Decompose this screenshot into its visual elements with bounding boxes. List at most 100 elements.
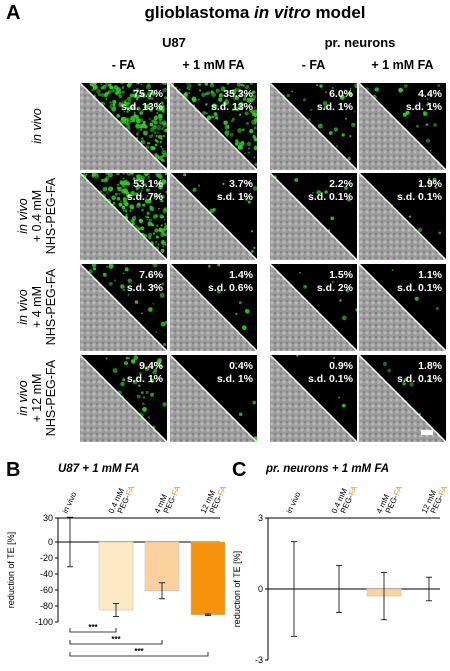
te-percent: 3.7% (229, 178, 253, 190)
y-tick-label: -20 (40, 553, 53, 563)
transfection-efficiency-label: 3.7% s.d. 1% (217, 178, 253, 204)
micrograph-tile: 35.3% s.d. 13% (170, 83, 257, 170)
te-sd: s.d. 7% (126, 191, 163, 203)
te-sd: s.d. 0.1% (397, 373, 442, 385)
bar (190, 541, 226, 616)
transfection-efficiency-label: 4.4% s.d. 1% (406, 88, 442, 114)
row-label-line: + 12 mM (30, 373, 44, 423)
transfection-efficiency-label: 7.6% s.d. 3% (127, 269, 163, 295)
te-percent: 0.9% (329, 360, 353, 372)
te-sd: s.d. 1% (216, 373, 253, 385)
scale-bar (421, 430, 433, 435)
y-tick-label: -40 (40, 569, 53, 579)
chart-b-title: U87 + 1 mM FA (58, 463, 140, 475)
transfection-efficiency-label: 9.4% s.d. 1% (127, 360, 163, 386)
te-sd: s.d. 13% (210, 101, 253, 113)
te-percent: 53.1% (133, 178, 163, 190)
y-tick-label: -80 (40, 601, 53, 611)
micrograph-tile: 75.7% s.d. 13% (80, 83, 167, 170)
te-percent: 1.8% (418, 360, 442, 372)
te-sd: s.d. 3% (126, 282, 163, 294)
transfection-efficiency-label: 2.2% s.d. 0.1% (308, 178, 353, 204)
transfection-efficiency-label: 1.8% s.d. 0.1% (397, 360, 442, 386)
te-percent: 35.3% (223, 88, 253, 100)
y-tick-label: 0 (48, 537, 53, 547)
panel-c-letter: C (232, 459, 247, 481)
micrograph-tile: 1.5% s.d. 2% (270, 264, 357, 351)
micrograph-tile: 0.4% s.d. 1% (170, 355, 257, 442)
transfection-efficiency-label: 1.9% s.d. 0.1% (397, 178, 442, 204)
panel-b-letter: B (6, 459, 21, 481)
micrograph-tile: 53.1% s.d. 7% (80, 173, 167, 260)
te-percent: 9.4% (139, 360, 163, 372)
column-header: - FA (301, 58, 326, 72)
te-sd: s.d. 0.1% (397, 191, 442, 203)
y-tick-label: -60 (40, 585, 53, 595)
category-label-fa: FA (437, 484, 450, 497)
group-label-u87: U87 (162, 35, 186, 50)
te-percent: 1.4% (229, 269, 253, 281)
te-sd: s.d. 0.6% (208, 282, 253, 294)
y-tick-label: -100 (35, 617, 53, 627)
significance-bracket (69, 652, 209, 657)
y-axis-label: reduction of TE [%] (232, 551, 242, 627)
y-tick-label: 3 (258, 513, 263, 523)
micrograph-tile: 6.0% s.d. 1% (270, 83, 357, 170)
te-sd: s.d. 0.1% (397, 282, 442, 294)
row-label-line: NHS-PEG-FA (44, 359, 58, 437)
chart-b: 30 0 -20 -40 -60 -80 -100 reduction of TE [%] in… (6, 484, 229, 657)
micrograph-tile: 1.8% s.d. 0.1% (359, 355, 446, 442)
micrograph-tile: 1.9% s.d. 0.1% (359, 173, 446, 260)
significance-bracket (69, 628, 117, 633)
y-tick-label: 30 (43, 513, 53, 523)
micrograph-tile: 1.1% s.d. 0.1% (359, 264, 446, 351)
micrograph-tile: 1.4% s.d. 0.6% (170, 264, 257, 351)
transfection-efficiency-label: 1.4% s.d. 0.6% (208, 269, 253, 295)
te-percent: 0.4% (229, 360, 253, 372)
te-percent: 2.2% (329, 178, 353, 190)
transfection-efficiency-label: 0.4% s.d. 1% (217, 360, 253, 386)
transfection-efficiency-label: 6.0% s.d. 1% (317, 88, 353, 114)
category-label-fa: FA (216, 484, 229, 497)
bar (98, 541, 134, 611)
micrograph-tile: 2.2% s.d. 0.1% (270, 173, 357, 260)
transfection-efficiency-label: 0.9% s.d. 0.1% (308, 360, 353, 386)
te-sd: s.d. 13% (120, 101, 163, 113)
te-sd: s.d. 0.1% (308, 191, 353, 203)
significance-stars: *** (134, 647, 144, 656)
category-label-fa: FA (347, 484, 360, 497)
transfection-efficiency-label: 1.5% s.d. 2% (317, 269, 353, 295)
transfection-efficiency-label: 75.7% s.d. 13% (121, 88, 163, 114)
micrograph-tile: 3.7% s.d. 1% (170, 173, 257, 260)
transfection-efficiency-label: 35.3% s.d. 13% (211, 88, 253, 114)
column-header: - FA (111, 58, 136, 72)
te-sd: s.d. 2% (316, 282, 353, 294)
te-percent: 1.9% (418, 178, 442, 190)
te-percent: 1.1% (418, 269, 442, 281)
row-label: in vivo + 12 mM NHS-PEG-FA (16, 343, 60, 453)
micrograph-tile: 0.9% s.d. 0.1% (270, 355, 357, 442)
micrograph-tile: 7.6% s.d. 3% (80, 264, 167, 351)
category-label: in vivo (61, 490, 79, 515)
significance-stars: *** (111, 635, 121, 644)
category-label-fa: FA (124, 484, 137, 497)
panel-a-title: glioblastoma in vitro model (144, 3, 366, 22)
y-axis-label: reduction of TE [%] (6, 532, 16, 608)
chart-c-title: pr. neurons + 1 mM FA (266, 463, 390, 475)
te-percent: 6.0% (329, 88, 353, 100)
te-sd: s.d. 0.1% (308, 373, 353, 385)
panel-a-letter: A (6, 2, 21, 24)
significance-bracket (69, 640, 163, 645)
y-tick-label: -3 (255, 655, 263, 665)
row-label-line: in vivo (16, 380, 30, 416)
group-label-neurons: pr. neurons (324, 35, 396, 50)
transfection-efficiency-label: 1.1% s.d. 0.1% (397, 269, 442, 295)
te-percent: 4.4% (418, 88, 442, 100)
column-header: + 1 mM FA (182, 58, 245, 72)
te-percent: 7.6% (139, 269, 163, 281)
category-label-fa: FA (392, 484, 405, 497)
micrograph-tile: 9.4% s.d. 1% (80, 355, 167, 442)
te-percent: 75.7% (133, 88, 163, 100)
te-sd: s.d. 1% (126, 373, 163, 385)
